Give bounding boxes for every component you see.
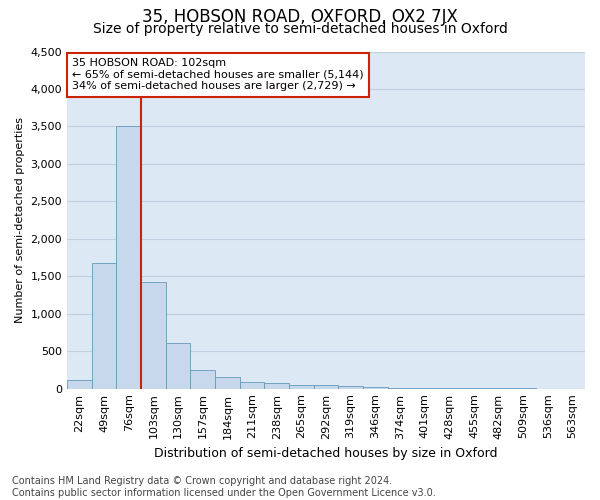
Bar — [92, 263, 116, 388]
Bar — [363, 387, 388, 388]
Bar — [166, 343, 190, 388]
Text: Contains HM Land Registry data © Crown copyright and database right 2024.
Contai: Contains HM Land Registry data © Crown c… — [12, 476, 436, 498]
Bar — [215, 378, 239, 388]
Bar — [265, 384, 289, 388]
Text: Size of property relative to semi-detached houses in Oxford: Size of property relative to semi-detach… — [92, 22, 508, 36]
Bar — [338, 386, 363, 388]
Text: 35 HOBSON ROAD: 102sqm
← 65% of semi-detached houses are smaller (5,144)
34% of : 35 HOBSON ROAD: 102sqm ← 65% of semi-det… — [72, 58, 364, 92]
X-axis label: Distribution of semi-detached houses by size in Oxford: Distribution of semi-detached houses by … — [154, 447, 498, 460]
Bar — [289, 384, 314, 388]
Bar — [141, 282, 166, 389]
Bar — [67, 380, 92, 388]
Bar — [116, 126, 141, 388]
Text: 35, HOBSON ROAD, OXFORD, OX2 7JX: 35, HOBSON ROAD, OXFORD, OX2 7JX — [142, 8, 458, 26]
Y-axis label: Number of semi-detached properties: Number of semi-detached properties — [15, 117, 25, 323]
Bar — [190, 370, 215, 388]
Bar — [239, 382, 265, 388]
Bar — [314, 386, 338, 388]
